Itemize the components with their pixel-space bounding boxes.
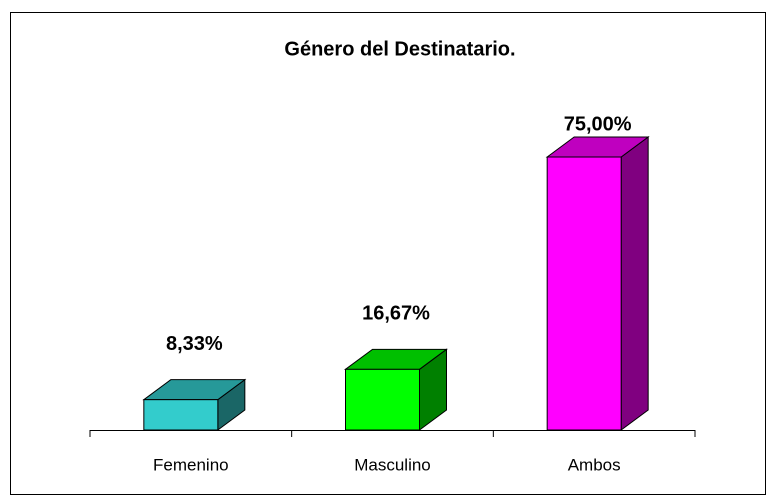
data-label: 8,33% [166, 333, 223, 355]
data-label: 75,00% [564, 113, 632, 135]
x-tick-label: Masculino [354, 455, 431, 474]
bar [546, 156, 622, 431]
bar [345, 368, 420, 431]
x-tick-label: Femenino [153, 455, 229, 474]
data-label: 16,67% [362, 303, 430, 325]
x-tick-label: Ambos [568, 455, 621, 474]
bar-side [620, 136, 649, 431]
chart-title: Género del Destinatario. [284, 38, 515, 60]
bar [143, 399, 219, 431]
